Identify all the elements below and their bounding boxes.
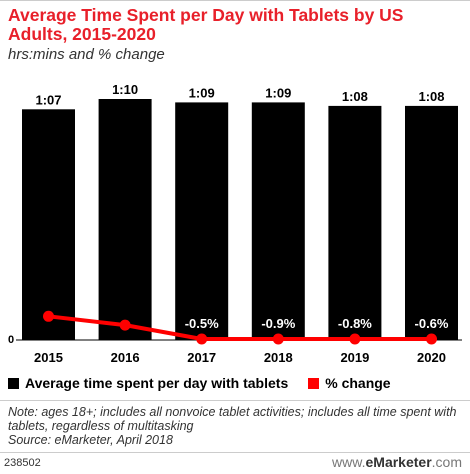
point-label-2015: 7.5% xyxy=(34,293,64,308)
point-2015 xyxy=(43,310,54,322)
zero-label: 0 xyxy=(8,334,14,346)
legend-label-bars: Average time spent per day with tablets xyxy=(25,375,289,391)
chart-area: 1:07 2015 1:10 2016 1:09 2017 1:09 2018 1:08 2019… xyxy=(8,82,462,365)
legend-swatch-bars xyxy=(8,377,19,389)
x-tick-2020: 2020 xyxy=(417,350,446,365)
top-divider xyxy=(0,0,470,1)
legend: Average time spent per day with tablets … xyxy=(8,375,411,391)
point-label-2018: -0.9% xyxy=(261,316,295,331)
chart-title: Average Time Spent per Day with Tablets … xyxy=(8,5,404,44)
bar-2015 xyxy=(22,109,75,340)
bar-label-2015: 1:07 xyxy=(35,92,61,107)
point-2017 xyxy=(196,333,208,345)
brand-com: .com xyxy=(431,454,462,470)
bar-label-2018: 1:09 xyxy=(265,85,291,100)
bar-label-2017: 1:09 xyxy=(189,85,215,100)
footer-divider xyxy=(0,452,470,453)
point-2018 xyxy=(272,333,284,345)
bar-label-2019: 1:08 xyxy=(342,89,368,104)
point-2019 xyxy=(349,333,361,345)
legend-item-bars: Average time spent per day with tablets xyxy=(8,375,288,391)
bar-label-2020: 1:08 xyxy=(418,89,444,104)
x-tick-2018: 2018 xyxy=(264,350,293,365)
bar-2016 xyxy=(98,99,152,340)
chart-id: 238502 xyxy=(4,457,41,469)
percent-change-line xyxy=(48,314,432,341)
point-2016 xyxy=(119,319,131,331)
brand-name: eMarketer xyxy=(365,454,432,470)
point-label-2020: -0.6% xyxy=(415,316,449,331)
x-tick-2016: 2016 xyxy=(111,350,140,365)
x-tick-2017: 2017 xyxy=(187,350,216,365)
bar-2017 xyxy=(175,102,229,341)
point-label-2016: 4.6% xyxy=(110,302,140,317)
chart-subtitle: hrs:mins and % change xyxy=(8,46,165,63)
bar-2020 xyxy=(405,105,458,341)
note-divider xyxy=(0,400,470,401)
bar-2018 xyxy=(251,102,305,341)
bar-label-2016: 1:10 xyxy=(112,82,138,97)
note-text: Note: ages 18+; includes all nonvoice ta… xyxy=(8,405,457,433)
source-text: Source: eMarketer, April 2018 xyxy=(8,433,173,447)
legend-item-line: % change xyxy=(308,375,391,391)
point-label-2019: -0.8% xyxy=(338,316,372,331)
point-label-2017: -0.5% xyxy=(185,316,219,331)
brand-www: www. xyxy=(332,454,366,470)
x-tick-2019: 2019 xyxy=(340,350,369,365)
legend-swatch-line xyxy=(308,377,320,389)
legend-label-line: % change xyxy=(325,375,391,391)
brand-logo: www.eMarketer.com xyxy=(332,454,462,470)
x-tick-2015: 2015 xyxy=(34,350,63,365)
point-2020 xyxy=(426,333,437,345)
chart-note: Note: ages 18+; includes all nonvoice ta… xyxy=(8,405,463,447)
bar-2019 xyxy=(328,105,382,341)
